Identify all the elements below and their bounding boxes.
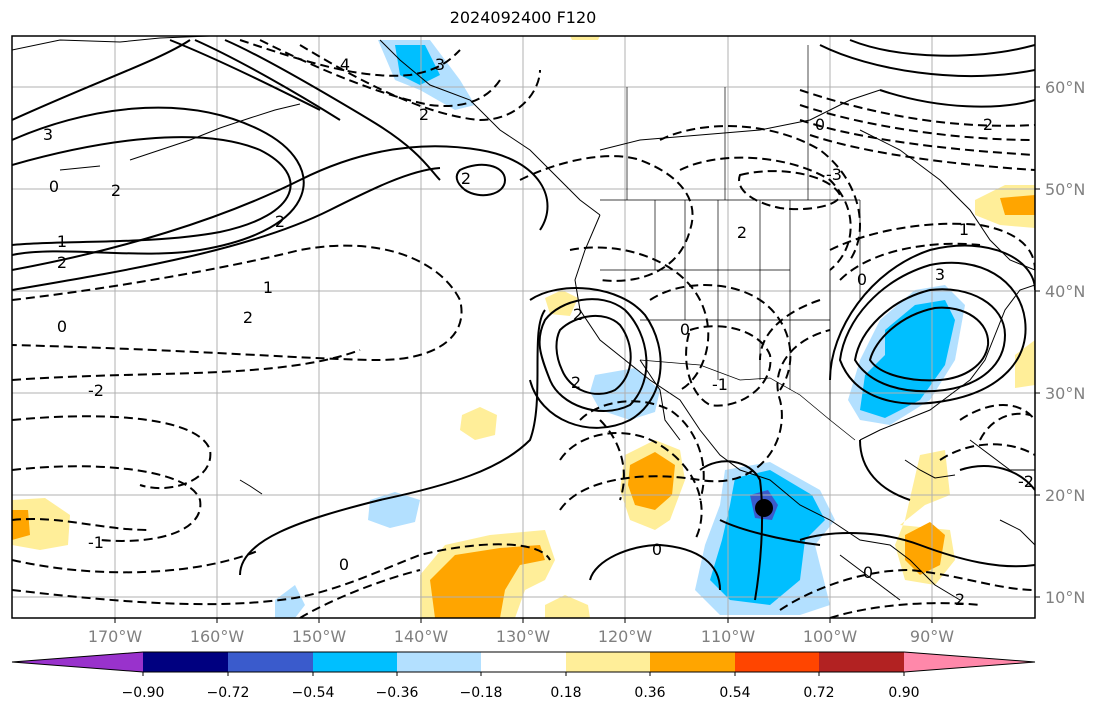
contour-label: 1 xyxy=(959,220,969,239)
contours-solid xyxy=(12,39,1035,601)
colorbar-segment xyxy=(397,652,481,672)
lon-label: 90°W xyxy=(910,627,954,646)
colorbar-tick-label: 0.54 xyxy=(719,685,750,701)
contour-label: -3 xyxy=(826,165,842,184)
contour-label: 1 xyxy=(263,278,273,297)
colorbar-segment xyxy=(313,652,397,672)
political-borders xyxy=(600,45,861,441)
colorbar-tick-label: 0.90 xyxy=(888,685,919,701)
lon-label: 120°W xyxy=(598,627,653,646)
colorbar-tick-label: −0.36 xyxy=(376,685,419,701)
contour-label: -2 xyxy=(88,381,104,400)
contour-label: 2 xyxy=(111,181,121,200)
lon-label: 170°W xyxy=(88,627,143,646)
lat-label: 30°N xyxy=(1045,384,1085,403)
contour-label: 2 xyxy=(955,590,965,609)
lon-label: 140°W xyxy=(394,627,449,646)
lon-label: 110°W xyxy=(701,627,756,646)
coastlines xyxy=(12,36,1035,601)
pos-region-central-america-core xyxy=(905,522,945,575)
colorbar-labels: −0.90 −0.72 −0.54 −0.36 −0.18 0.18 0.36 … xyxy=(122,685,920,701)
neg-region-small-south xyxy=(275,585,305,618)
lat-label: 50°N xyxy=(1045,180,1085,199)
contour-label: 1 xyxy=(57,232,67,251)
contour-label: -1 xyxy=(88,533,104,552)
contour-label: 2 xyxy=(737,223,747,242)
neg-region-central-pacific xyxy=(368,492,420,528)
contour-label: 2 xyxy=(275,212,285,231)
lon-label: 150°W xyxy=(292,627,347,646)
colorbar-segment xyxy=(735,652,819,672)
pos-region-south-small xyxy=(545,595,590,618)
contour-label: 0 xyxy=(57,317,67,336)
contour-label: 2 xyxy=(419,105,429,124)
contour-label: 3 xyxy=(935,265,945,284)
contour-label: 0 xyxy=(680,320,690,339)
contour-label: 2 xyxy=(571,373,581,392)
lat-label: 40°N xyxy=(1045,282,1085,301)
neg-region-southeast-us-core xyxy=(860,300,955,418)
colorbar-tick-label: 0.72 xyxy=(803,685,834,701)
longitude-labels: 170°W 160°W 150°W 140°W 130°W 120°W 110°… xyxy=(88,627,954,646)
colorbar-tick-label: −0.18 xyxy=(460,685,503,701)
colorbar-segment xyxy=(650,652,735,672)
contour-label: 0 xyxy=(339,555,349,574)
pos-region-south-pacific-core xyxy=(430,545,545,618)
contour-label: 2 xyxy=(57,253,67,272)
colorbar-extend-low xyxy=(12,652,143,672)
contour-label: -2 xyxy=(1018,472,1034,491)
colorbar xyxy=(11,651,1036,676)
lon-label: 160°W xyxy=(190,627,245,646)
contours-dashed xyxy=(12,39,1035,618)
colorbar-tick-label: −0.90 xyxy=(122,685,165,701)
colorbar-tick-label: 0.18 xyxy=(550,685,581,701)
pos-region-great-lakes-core xyxy=(1000,195,1035,215)
contour-label: -1 xyxy=(712,375,728,394)
colorbar-segment xyxy=(143,652,228,672)
pos-region-west-edge-core xyxy=(12,510,30,540)
contour-label: 0 xyxy=(863,563,873,582)
colorbar-segment xyxy=(566,652,650,672)
lat-label: 20°N xyxy=(1045,486,1085,505)
axis-ticks xyxy=(114,86,1040,623)
page-title: 2024092400 F120 xyxy=(449,8,597,27)
contour-label: 3 xyxy=(435,55,445,74)
storm-center-marker xyxy=(755,499,773,517)
lat-label: 10°N xyxy=(1045,588,1085,607)
contour-label: 3 xyxy=(43,125,53,144)
contour-label: 2 xyxy=(243,308,253,327)
contour-label: 0 xyxy=(815,115,825,134)
colorbar-segment xyxy=(819,652,904,672)
contour-label: 0 xyxy=(49,177,59,196)
contour-label: 2 xyxy=(983,115,993,134)
lon-label: 100°W xyxy=(803,627,858,646)
colorbar-segment xyxy=(228,652,313,672)
contour-label: 0 xyxy=(652,540,662,559)
pos-region-hawaii-ne xyxy=(460,407,497,440)
contour-label: 4 xyxy=(340,55,350,74)
colorbar-extend-high xyxy=(904,652,1035,672)
colorbar-tick-label: 0.36 xyxy=(634,685,665,701)
pos-region-california xyxy=(545,290,578,316)
neg-region-mexico-core xyxy=(710,470,825,605)
pos-region-top-center xyxy=(570,36,600,40)
lat-label: 60°N xyxy=(1045,78,1085,97)
contour-label: 0 xyxy=(857,270,867,289)
colorbar-segment xyxy=(481,652,566,672)
colorbar-tick-label: −0.54 xyxy=(292,685,335,701)
colorbar-tick-label: −0.72 xyxy=(207,685,250,701)
contour-label: 2 xyxy=(573,305,583,324)
contour-label: 2 xyxy=(461,169,471,188)
latitude-labels: 60°N 50°N 40°N 30°N 20°N 10°N xyxy=(1045,78,1085,607)
lon-label: 130°W xyxy=(496,627,551,646)
